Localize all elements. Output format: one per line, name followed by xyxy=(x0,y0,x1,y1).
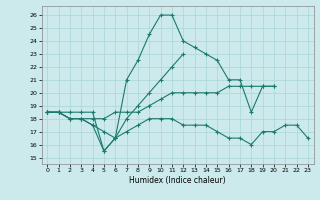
X-axis label: Humidex (Indice chaleur): Humidex (Indice chaleur) xyxy=(129,176,226,185)
